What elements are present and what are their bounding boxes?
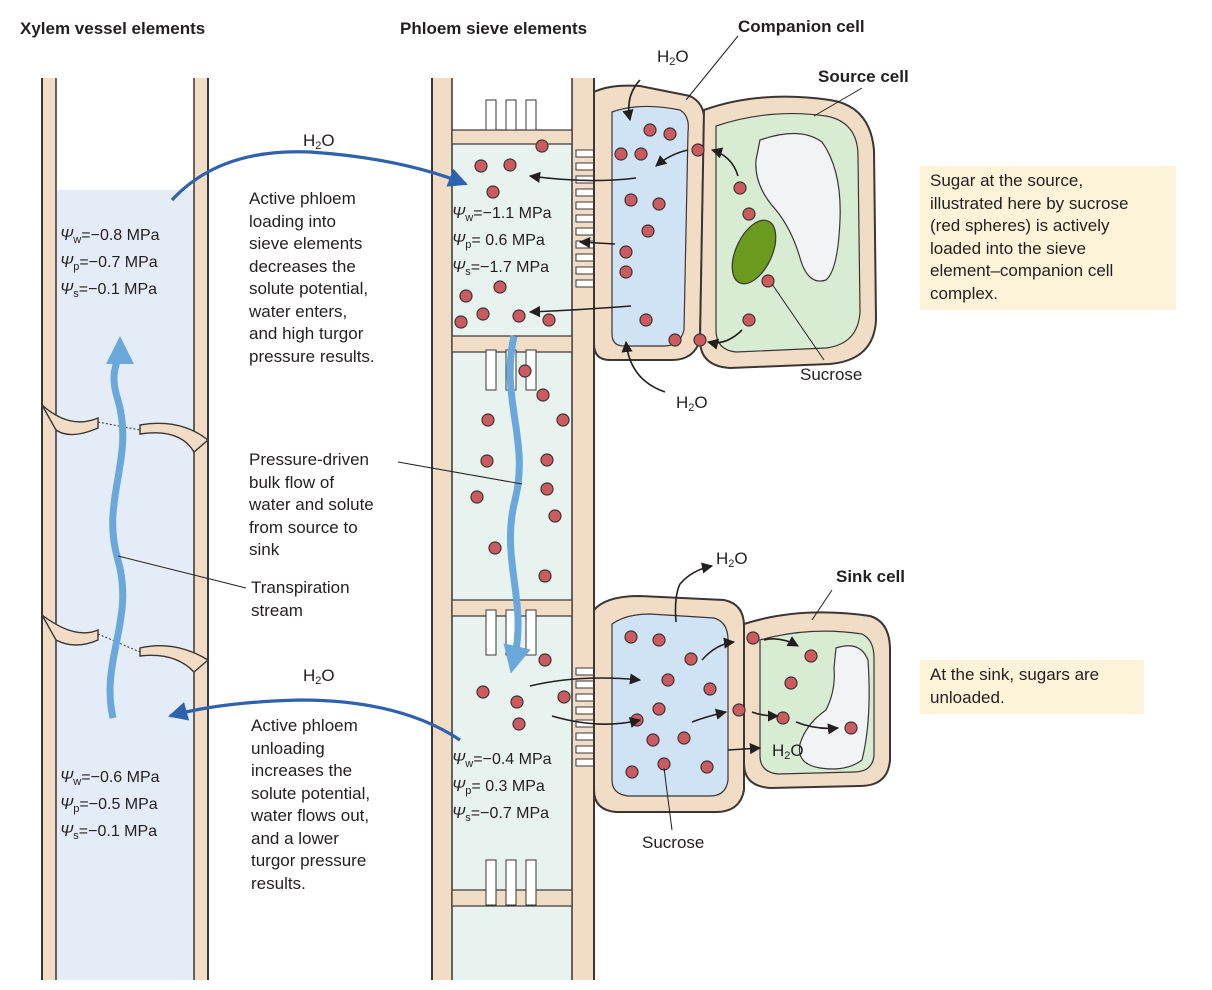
water-label-sink-bottom: H2O xyxy=(772,741,804,762)
transpiration-flow-arrow xyxy=(105,336,134,719)
water-label-xylem-bottom: H2O xyxy=(303,666,335,687)
phloem-bottom-potentials: Ψw=−0.4 MPa Ψp= 0.3 MPa Ψs=−0.7 MPa xyxy=(452,751,552,824)
phloem-header: Phloem sieve elements xyxy=(400,19,588,38)
sucrose-molecules xyxy=(454,123,858,779)
source-cell-complex xyxy=(593,84,878,370)
water-arrow-out-icon xyxy=(168,698,461,742)
phloem-top-potentials: Ψw=−1.1 MPa Ψp= 0.6 MPa Ψs=−1.7 MPa xyxy=(452,205,552,278)
sucrose-label-source: Sucrose xyxy=(800,365,863,384)
xylem-lumen-upper xyxy=(56,78,194,190)
sucrose-transport-arrows xyxy=(528,79,840,755)
vacuole-icon xyxy=(755,132,841,282)
water-label-source-top: H2O xyxy=(657,47,689,68)
bulk-flow-arrow xyxy=(503,335,531,674)
transpiration-text: Transpiration stream xyxy=(251,578,350,620)
sucrose-label-sink: Sucrose xyxy=(642,833,705,852)
leader-lines xyxy=(117,35,863,831)
xylem-top-potentials: Ψw=−0.8 MPa Ψp=−0.7 MPa Ψs=−0.1 MPa xyxy=(60,227,160,300)
bulk-flow-text: Pressure-driven bulk flow of water and sol… xyxy=(249,450,374,559)
sink-note: At the sink, sugars are unloaded. xyxy=(920,660,1144,714)
xylem-header: Xylem vessel elements xyxy=(20,19,206,38)
water-arrow-icon xyxy=(170,150,468,202)
sink-companion-cytoplasm xyxy=(611,613,729,797)
phloem-sieve-tube xyxy=(431,78,613,980)
xylem-vessel xyxy=(41,78,210,980)
water-label-sink-top: H2O xyxy=(716,549,748,570)
unloading-text: Active phloem unloading increases the solut… xyxy=(251,716,371,893)
chloroplast-icon xyxy=(731,219,777,285)
xylem-bottom-potentials: Ψw=−0.6 MPa Ψp=−0.5 MPa Ψs=−0.1 MPa xyxy=(60,769,160,842)
source-cell-label: Source cell xyxy=(818,67,909,86)
companion-cell-label: Companion cell xyxy=(738,17,865,36)
sink-cell-complex xyxy=(593,594,891,813)
source-note: Sugar at the source, illustrated here by … xyxy=(920,166,1176,310)
loading-text: Active phloem loading into sieve elements d… xyxy=(249,189,375,366)
water-label-source-bottom: H2O xyxy=(676,393,708,414)
sink-vacuole-icon xyxy=(798,645,870,770)
water-label-xylem-top: H2O xyxy=(303,131,335,152)
sink-cell-label: Sink cell xyxy=(836,567,905,586)
